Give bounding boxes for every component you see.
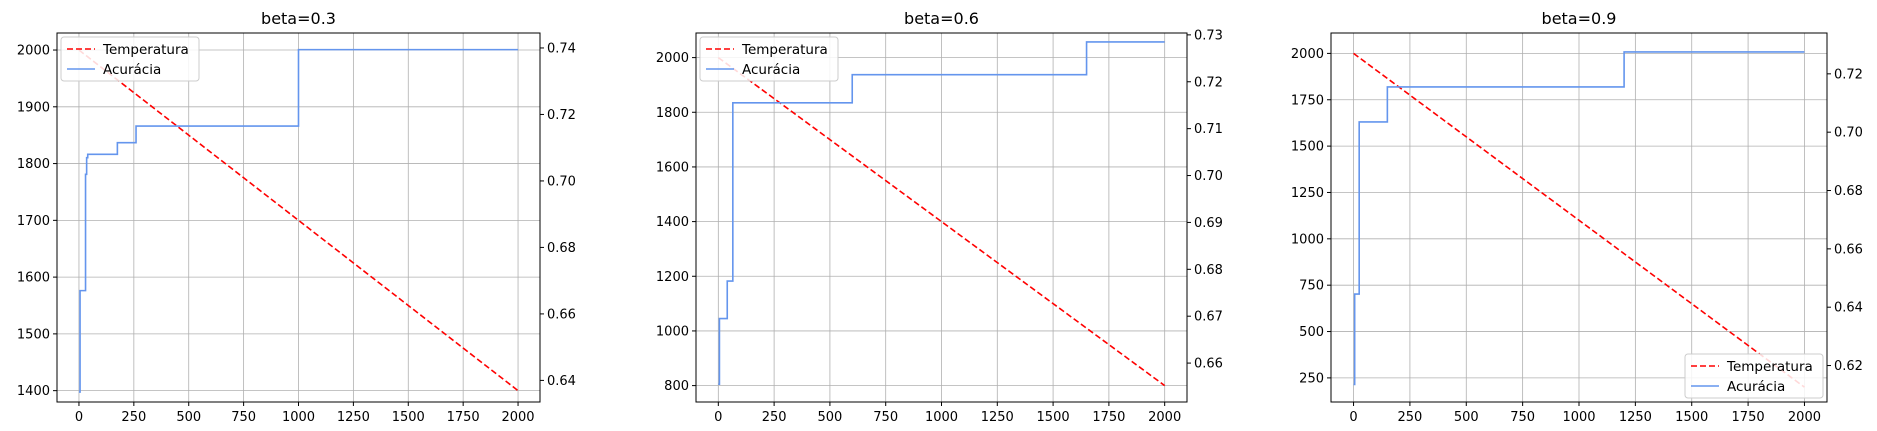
x-tick-label: 1250 [337, 410, 370, 425]
legend-label: Temperatura [741, 42, 828, 58]
y-right-tick-label: 0.64 [547, 374, 576, 389]
y-right-tick-label: 0.71 [1194, 122, 1223, 137]
x-tick-label: 1250 [981, 410, 1014, 425]
x-tick-label: 1500 [1037, 410, 1070, 425]
x-tick-label: 2000 [1148, 410, 1181, 425]
y-left-tick-label: 800 [664, 379, 689, 394]
y-left-tick-label: 1000 [656, 324, 689, 339]
y-right-tick-label: 0.66 [1834, 242, 1863, 257]
chart-title: beta=0.6 [904, 9, 979, 28]
y-left-tick-label: 1500 [1291, 140, 1324, 155]
y-left-tick-label: 1400 [656, 215, 689, 230]
x-tick-label: 2000 [1788, 410, 1821, 425]
x-tick-label: 500 [176, 410, 201, 425]
y-right-tick-label: 0.72 [1834, 67, 1863, 82]
chart-title: beta=0.3 [261, 9, 336, 28]
legend-label: Temperatura [102, 42, 189, 58]
y-right-tick-label: 0.67 [1194, 310, 1223, 325]
y-right-tick-label: 0.72 [1194, 75, 1223, 90]
y-right-tick-label: 0.70 [1834, 126, 1863, 141]
x-tick-label: 500 [817, 410, 842, 425]
x-tick-label: 1250 [1619, 410, 1652, 425]
x-tick-label: 1750 [1732, 410, 1765, 425]
y-right-tick-label: 0.70 [547, 174, 576, 189]
acuracia-series-line [718, 41, 1165, 385]
y-right-tick-label: 0.69 [1194, 216, 1223, 231]
y-left-tick-label: 750 [1299, 279, 1324, 294]
y-right-tick-label: 0.68 [547, 241, 576, 256]
chart-panel-2: 0 250 500 750 1000 1250 1500 1750 2000 800 1000 120… [656, 9, 1223, 425]
y-right-tick-label: 0.70 [1194, 169, 1223, 184]
x-tick-label: 250 [762, 410, 787, 425]
y-left-tick-label: 2000 [17, 44, 50, 59]
x-tick-label: 1000 [925, 410, 958, 425]
temperatura-series-line [78, 49, 519, 392]
x-tick-label: 1000 [1562, 410, 1595, 425]
x-tick-label: 750 [231, 410, 256, 425]
legend: Temperatura Acurácia [699, 36, 839, 82]
x-tick-label: 0 [75, 410, 83, 425]
legend-label: Acurácia [1727, 379, 1785, 395]
y-left-tick-label: 250 [1299, 371, 1324, 386]
legend-label: Acurácia [103, 62, 161, 78]
y-right-tick-label: 0.66 [1194, 357, 1223, 372]
x-tick-label: 1500 [392, 410, 425, 425]
x-tick-label: 250 [1397, 410, 1422, 425]
legend-box [60, 36, 200, 82]
temperatura-series-line [717, 56, 1166, 387]
x-tick-label: 1750 [447, 410, 480, 425]
legend-label: Temperatura [1726, 359, 1813, 375]
x-tick-label: 1000 [282, 410, 315, 425]
chart-panel-3: 0 250 500 750 1000 1250 1500 1750 2000 250 500 750 1… [1291, 9, 1863, 425]
legend: Temperatura Acurácia [60, 36, 200, 82]
y-left-tick-label: 1250 [1291, 186, 1324, 201]
x-tick-label: 1750 [1092, 410, 1125, 425]
y-right-tick-label: 0.62 [1834, 359, 1863, 374]
y-right-tick-label: 0.74 [547, 41, 576, 56]
chart-title: beta=0.9 [1542, 9, 1617, 28]
y-right-tick-label: 0.72 [547, 108, 576, 123]
y-left-tick-label: 1000 [1291, 232, 1324, 247]
x-tick-label: 250 [121, 410, 146, 425]
legend: Temperatura Acurácia [1684, 353, 1824, 399]
y-left-tick-label: 1600 [656, 160, 689, 175]
legend-box [1684, 353, 1824, 399]
y-left-tick-label: 2000 [656, 51, 689, 66]
acuracia-series-line [1353, 51, 1805, 386]
x-tick-label: 1500 [1675, 410, 1708, 425]
legend-box [699, 36, 839, 82]
x-tick-label: 750 [873, 410, 898, 425]
x-tick-label: 500 [1454, 410, 1479, 425]
y-right-tick-label: 0.73 [1194, 28, 1223, 43]
y-left-tick-label: 1700 [17, 214, 50, 229]
temperatura-series-line [1353, 52, 1805, 388]
y-left-tick-label: 1200 [656, 270, 689, 285]
y-left-tick-label: 1600 [17, 271, 50, 286]
legend-label: Acurácia [742, 62, 800, 78]
x-tick-label: 0 [1349, 410, 1357, 425]
y-right-tick-label: 0.66 [547, 307, 576, 322]
chart-panel-1: 0 250 500 750 1000 1250 1500 1750 2000 1400 1500 16… [17, 9, 576, 425]
y-left-tick-label: 1500 [17, 327, 50, 342]
y-right-tick-label: 0.64 [1834, 301, 1863, 316]
acuracia-series-line [78, 48, 519, 393]
x-tick-label: 0 [714, 410, 722, 425]
y-left-tick-label: 1800 [17, 157, 50, 172]
y-left-tick-label: 1750 [1291, 93, 1324, 108]
y-left-tick-label: 1400 [17, 384, 50, 399]
y-left-tick-label: 2000 [1291, 47, 1324, 62]
y-left-tick-label: 500 [1299, 325, 1324, 340]
y-left-tick-label: 1800 [656, 106, 689, 121]
y-right-tick-label: 0.68 [1194, 263, 1223, 278]
y-right-tick-label: 0.68 [1834, 184, 1863, 199]
x-tick-label: 750 [1510, 410, 1535, 425]
y-left-tick-label: 1900 [17, 100, 50, 115]
x-tick-label: 2000 [501, 410, 534, 425]
